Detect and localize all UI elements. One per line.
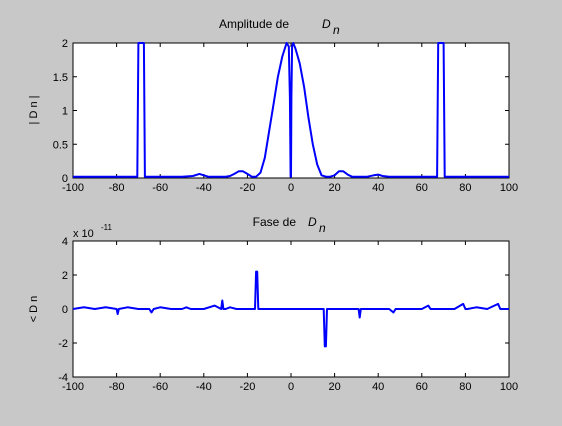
phase-x-tick-label: 0	[288, 381, 294, 393]
amplitude-x-tick-label: 60	[416, 182, 428, 194]
phase-x-tick-label: 80	[459, 381, 471, 393]
phase-x-tick-label: -20	[239, 381, 255, 393]
phase-exponent-label: x 10	[73, 228, 94, 240]
amplitude-title: Amplitude de	[219, 17, 289, 31]
phase-title: Fase de	[253, 215, 297, 229]
phase-x-tick-label: -80	[109, 381, 125, 393]
phase-x-tick-label: 100	[500, 381, 518, 393]
amplitude-y-tick-label: 0	[62, 173, 68, 185]
amplitude-x-tick-label: 20	[328, 182, 340, 194]
phase-exponent-power: -11	[101, 223, 113, 232]
svg-text:< D n: < D n	[28, 296, 40, 323]
amplitude-x-tick-label: 80	[459, 182, 471, 194]
phase-y-tick-label: -4	[58, 372, 68, 384]
phase-y-axis-label: < D n	[28, 296, 40, 323]
phase-y-tick-label: -2	[58, 338, 68, 350]
phase-x-tick-label: 40	[372, 381, 384, 393]
amplitude-x-tick-label: -20	[239, 182, 255, 194]
amplitude-title-subscript: n	[333, 23, 340, 37]
amplitude-x-tick-label: 0	[288, 182, 294, 194]
amplitude-x-tick-label: 100	[500, 182, 518, 194]
amplitude-y-axis-label: | D n |	[28, 96, 40, 125]
amplitude-x-tick-label: -80	[109, 182, 125, 194]
phase-title-symbol: D	[308, 215, 317, 229]
amplitude-line	[73, 42, 509, 178]
amplitude-title-symbol: D	[322, 17, 331, 31]
phase-title-subscript: n	[319, 221, 326, 235]
amplitude-y-tick-label: 1.5	[53, 72, 68, 84]
amplitude-x-tick-label: -100	[62, 182, 84, 194]
amplitude-y-tick-label: 2	[62, 38, 68, 50]
phase-y-tick-label: 4	[62, 236, 68, 248]
svg-text:| D n |: | D n |	[28, 96, 40, 125]
amplitude-x-tick-label: 40	[372, 182, 384, 194]
phase-x-tick-label: 20	[328, 381, 340, 393]
phase-y-tick-label: 2	[62, 270, 68, 282]
phase-x-tick-label: -100	[62, 381, 84, 393]
phase-line	[72, 270, 509, 348]
phase-axes: Fase de D n x 10 -11 -100 -80 -60 -40 -20 0 20…	[28, 215, 518, 393]
phase-y-tick-label: 0	[62, 304, 68, 316]
phase-x-tick-label: -40	[196, 381, 212, 393]
amplitude-axes: Amplitude de D n -100 -80 -60 -40 -20 0 20 40 60…	[28, 17, 518, 194]
phase-x-tick-label: -60	[152, 381, 168, 393]
amplitude-y-tick-label: 1	[62, 106, 68, 118]
amplitude-y-tick-label: 0.5	[53, 139, 68, 151]
amplitude-x-tick-label: -40	[196, 182, 212, 194]
amplitude-x-tick-label: -60	[152, 182, 168, 194]
phase-x-tick-label: 60	[416, 381, 428, 393]
